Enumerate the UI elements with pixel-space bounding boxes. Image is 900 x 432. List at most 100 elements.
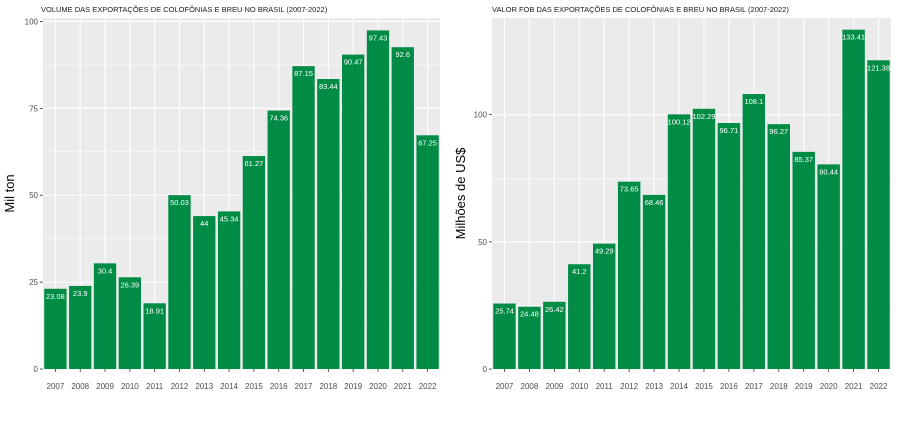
bar-value-label: 44 <box>200 219 208 228</box>
x-tick-label: 2009 <box>545 382 563 391</box>
bar <box>717 123 741 369</box>
x-tick-label: 2022 <box>419 382 437 391</box>
y-tick-label: 50 <box>29 191 38 200</box>
x-tick-label: 2012 <box>620 382 638 391</box>
x-tick-label: 2016 <box>270 382 288 391</box>
x-tick-label: 2020 <box>820 382 838 391</box>
bar-value-label: 85.37 <box>794 155 813 164</box>
chart-panel-volume: VOLUME DAS EXPORTAÇÕES DE COLOFÔNIAS E B… <box>2 5 440 391</box>
x-tick-label: 2019 <box>344 382 362 391</box>
bar-value-label: 108.1 <box>744 97 763 106</box>
bar <box>341 54 365 369</box>
bar <box>69 285 92 369</box>
bar <box>518 306 541 369</box>
x-tick-label: 2020 <box>369 382 387 391</box>
bar-value-label: 50.03 <box>170 198 189 207</box>
x-tick-label: 2010 <box>570 382 588 391</box>
x-tick-label: 2019 <box>795 382 813 391</box>
bar <box>792 151 815 369</box>
bar-value-label: 121.38 <box>867 63 890 72</box>
bar <box>168 195 191 369</box>
bar-value-label: 23.9 <box>73 289 88 298</box>
x-tick-label: 2021 <box>394 382 412 391</box>
bar-value-label: 83.44 <box>319 82 338 91</box>
bar <box>842 29 865 370</box>
x-tick-label: 2012 <box>171 382 189 391</box>
bar-value-label: 102.29 <box>692 112 715 121</box>
x-tick-label: 2015 <box>695 382 713 391</box>
bar-value-label: 49.29 <box>595 247 614 256</box>
x-tick-label: 2021 <box>845 382 863 391</box>
bar <box>642 194 666 369</box>
bar-value-label: 96.71 <box>720 126 739 135</box>
bar <box>543 301 566 369</box>
chart-valor-fob: 0 50 100 25.74 2007 24.48 2008 26.42 2009 41.2 201… <box>453 18 891 391</box>
x-tick-label: 2016 <box>720 382 738 391</box>
bar-value-label: 45.34 <box>220 214 239 223</box>
bar <box>317 79 340 370</box>
bar <box>667 114 691 369</box>
chart-volume: 0 25 50 75 100 23.08 2007 23.9 2008 30.4 2009 26.39… <box>2 17 440 391</box>
x-tick-label: 2014 <box>670 382 688 391</box>
bar-value-label: 67.25 <box>418 138 437 147</box>
x-tick-label: 2009 <box>96 382 114 391</box>
x-tick-label: 2011 <box>146 382 164 391</box>
bar-value-label: 97.43 <box>369 33 388 42</box>
bar <box>267 110 290 369</box>
bar-value-label: 73.65 <box>620 185 639 194</box>
x-tick-label: 2015 <box>245 382 263 391</box>
bar-value-label: 68.46 <box>645 198 664 207</box>
chart-panel-valor-fob: VALOR FOB DAS EXPORTAÇÕES DE COLOFÔNIAS … <box>450 0 900 432</box>
y-tick-label: 25 <box>29 278 38 287</box>
bar-value-label: 133.41 <box>842 33 865 42</box>
bar-value-label: 87.15 <box>294 69 313 78</box>
bar <box>193 216 216 369</box>
x-tick-label: 2011 <box>596 382 614 391</box>
bar-value-label: 41.2 <box>572 267 587 276</box>
bar <box>692 108 716 369</box>
x-tick-label: 2018 <box>770 382 788 391</box>
bar <box>592 243 616 369</box>
x-tick-label: 2022 <box>870 382 888 391</box>
bar <box>143 303 166 369</box>
bar <box>867 60 890 369</box>
bar <box>242 156 266 369</box>
y-tick-label: 100 <box>474 111 488 120</box>
bar <box>292 66 315 370</box>
x-tick-label: 2007 <box>47 382 65 391</box>
y-axis-title: Milhões de US$ <box>453 147 468 240</box>
bar <box>416 135 439 369</box>
bar-value-label: 26.42 <box>545 305 564 314</box>
y-tick-label: 0 <box>483 365 488 374</box>
bar-value-label: 30.4 <box>98 266 113 275</box>
chart-title-valor-fob: VALOR FOB DAS EXPORTAÇÕES DE COLOFÔNIAS … <box>492 5 789 14</box>
y-tick-label: 50 <box>478 238 487 247</box>
bar-value-label: 61.27 <box>245 159 264 168</box>
bar-value-label: 96.27 <box>769 127 788 136</box>
chart-title-volume: VOLUME DAS EXPORTAÇÕES DE COLOFÔNIAS E B… <box>41 5 328 14</box>
x-tick-label: 2010 <box>121 382 139 391</box>
x-tick-label: 2008 <box>71 382 89 391</box>
bar <box>217 211 241 369</box>
bar <box>767 124 791 370</box>
bar-value-label: 100.12 <box>668 117 691 126</box>
bar-value-label: 74.36 <box>269 114 288 123</box>
bar <box>617 181 641 369</box>
x-tick-label: 2007 <box>496 382 514 391</box>
bar <box>568 264 591 369</box>
y-tick-label: 75 <box>29 104 38 113</box>
bar-value-label: 25.74 <box>495 307 514 316</box>
bar-value-label: 18.91 <box>145 306 164 315</box>
bar <box>742 94 766 370</box>
bar <box>817 164 840 369</box>
bar-value-label: 90.47 <box>344 58 363 67</box>
y-axis-title: Mil ton <box>2 174 17 212</box>
x-tick-label: 2018 <box>319 382 337 391</box>
bar <box>493 303 516 369</box>
x-tick-label: 2017 <box>295 382 313 391</box>
bar-value-label: 92.6 <box>395 50 410 59</box>
x-tick-label: 2008 <box>521 382 539 391</box>
bar-value-label: 23.08 <box>46 292 65 301</box>
x-tick-label: 2017 <box>745 382 763 391</box>
bar-value-label: 80.44 <box>819 167 838 176</box>
